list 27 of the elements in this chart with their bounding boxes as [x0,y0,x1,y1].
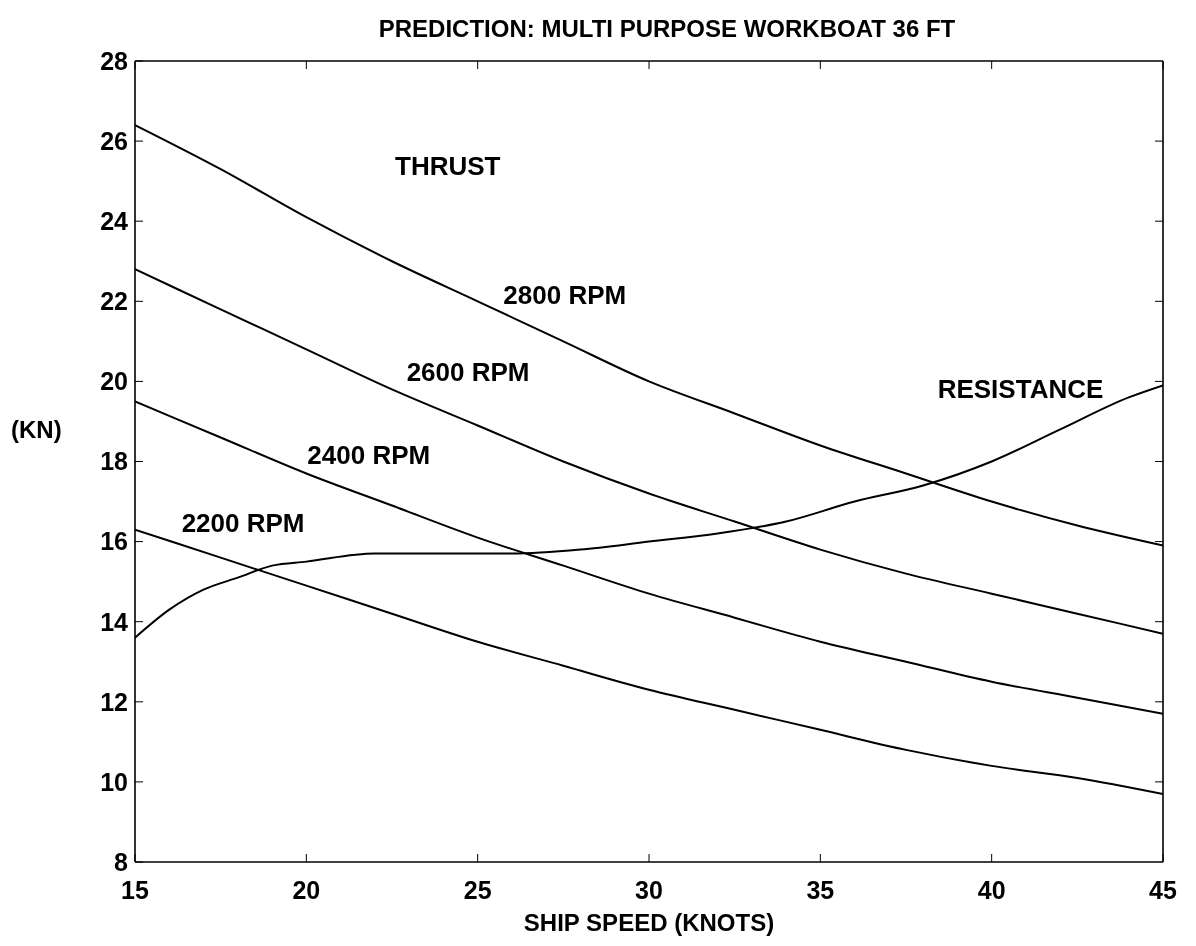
y-tick-label: 18 [100,447,129,476]
series-label: 2200 RPM [181,507,305,538]
y-tick-label: 10 [100,767,128,796]
y-tick-label: 26 [100,126,128,155]
x-tick-label: 25 [463,875,492,904]
y-axis-title: (KN) [11,416,62,444]
x-tick-label: 45 [1149,875,1177,904]
annotation: THRUST [395,151,501,182]
y-tick-label: 12 [100,687,128,716]
y-tick-label: 8 [114,847,129,876]
y-tick-label: 20 [100,367,128,396]
y-tick-label: 28 [100,46,129,75]
y-tick-label: 14 [100,607,129,636]
x-tick-label: 20 [292,875,321,904]
x-tick-label: 35 [806,875,835,904]
y-tick-label: 24 [100,207,129,236]
x-axis-title: SHIP SPEED (KNOTS) [523,909,775,936]
series-label: 2600 RPM [406,357,530,388]
legend-label: RESISTANCE [937,373,1104,404]
x-tick-label: 15 [121,875,149,904]
series-label: 2800 RPM [503,280,627,311]
chart-title: PREDICTION: MULTI PURPOSE WORKBOAT 36 FT [377,15,957,43]
y-tick-label: 22 [100,287,128,316]
x-tick-label: 40 [977,875,1006,904]
x-tick-label: 30 [635,875,663,904]
series-label: 2400 RPM [307,439,431,470]
y-tick-label: 16 [100,527,128,556]
